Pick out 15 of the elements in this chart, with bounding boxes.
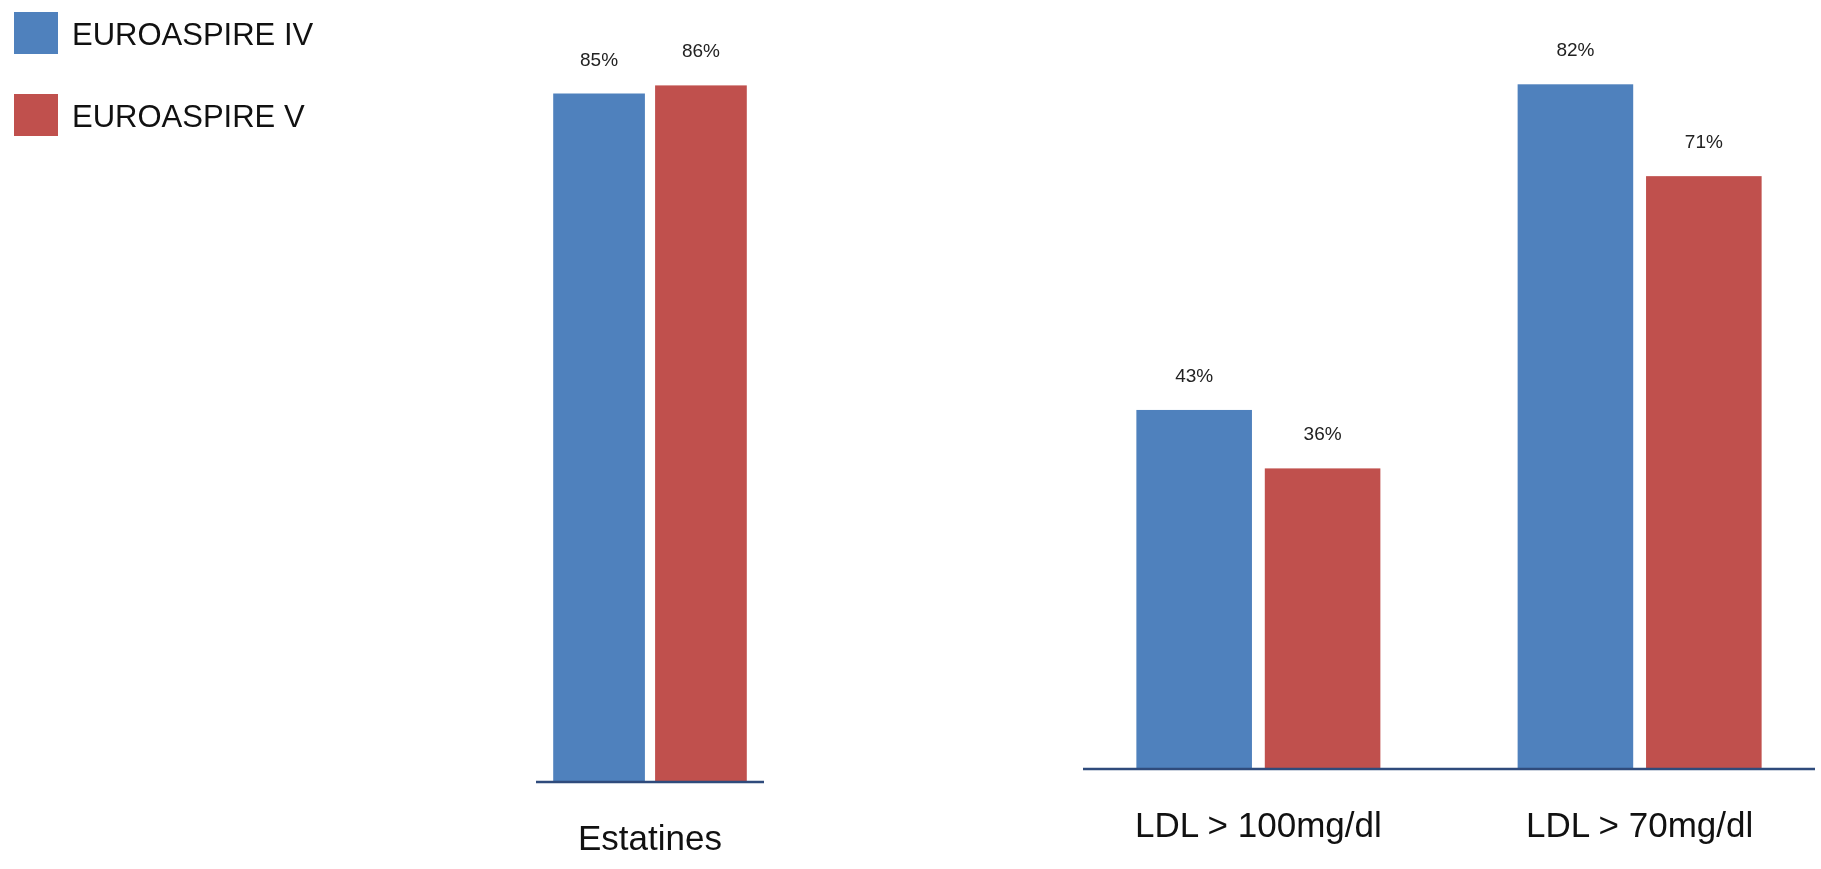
data-label: 85% — [580, 48, 619, 70]
data-label: 82% — [1556, 39, 1595, 61]
bar — [1646, 176, 1762, 769]
data-label: 86% — [681, 40, 721, 62]
bar — [1264, 468, 1381, 769]
x-tick-label: LDL > 70mg/dl — [1525, 805, 1754, 844]
x-tick-label: Estatines — [578, 818, 722, 857]
bar — [1136, 409, 1252, 769]
legend-label: EUROASPIRE V — [72, 99, 305, 134]
data-label: 71% — [1684, 131, 1723, 153]
data-label: 36% — [1303, 423, 1342, 445]
legend-label: EUROASPIRE IV — [72, 17, 314, 52]
data-label: 43% — [1175, 364, 1214, 386]
x-tick-label: LDL > 100mg/dl — [1134, 805, 1382, 844]
bar — [1517, 84, 1634, 769]
